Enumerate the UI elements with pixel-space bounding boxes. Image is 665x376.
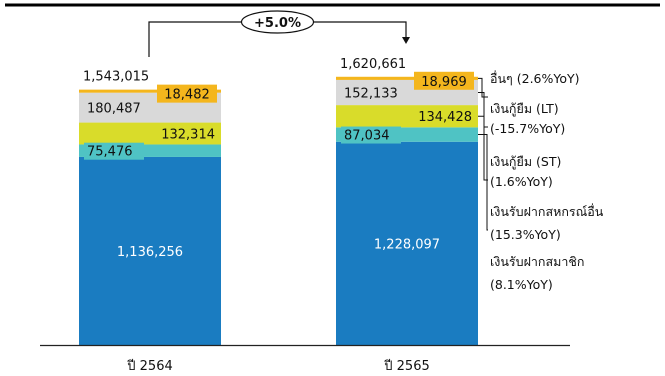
bar-segment xyxy=(336,76,478,80)
data-label: 18,482 xyxy=(164,88,210,103)
data-label: 87,034 xyxy=(344,129,390,144)
legend-entry: อื่นๆ (2.6%YoY) xyxy=(490,70,580,86)
legend-leader-line xyxy=(478,115,488,181)
growth-badge xyxy=(240,10,315,34)
x-tick-label: ปี 2564 xyxy=(126,358,172,374)
data-label: 1,228,097 xyxy=(374,237,440,252)
data-label-box xyxy=(341,126,401,144)
legend-leader-line xyxy=(478,134,488,231)
data-label: 132,314 xyxy=(161,128,215,143)
data-label: 75,476 xyxy=(87,145,133,160)
legend-entry: เงินกู้ยืม (LT) xyxy=(490,101,559,117)
legend-entry: เงินรับฝากสหกรณ์อื่น xyxy=(490,203,604,219)
x-tick-label: ปี 2565 xyxy=(383,358,429,374)
data-label-box xyxy=(157,84,217,103)
legend-entry: (-15.7%YoY) xyxy=(490,121,565,136)
data-label: 180,487 xyxy=(87,102,141,117)
bar-segment xyxy=(79,156,221,345)
legend-leader-line xyxy=(478,77,488,98)
data-label: 134,428 xyxy=(418,110,472,125)
legend-entry: เงินกู้ยืม (ST) xyxy=(490,154,561,170)
bar-segment xyxy=(79,122,221,145)
bar-segment xyxy=(79,89,221,93)
data-label: 18,969 xyxy=(421,75,467,90)
growth-label: +5.0% xyxy=(254,16,301,31)
data-label: 152,133 xyxy=(344,87,398,102)
bar-segment xyxy=(336,105,478,128)
legend-entry: (1.6%YoY) xyxy=(490,174,553,189)
legend-entry: เงินรับฝากสมาชิก xyxy=(490,254,584,269)
bar-segment xyxy=(336,141,478,345)
data-label-box xyxy=(414,71,474,90)
growth-arrowhead xyxy=(402,37,410,44)
total-label: 1,620,661 xyxy=(340,57,406,72)
data-label-box xyxy=(84,142,144,160)
data-label: 1,136,256 xyxy=(117,245,183,260)
legend-leader-line xyxy=(478,92,488,128)
legend-entry: (15.3%YoY) xyxy=(490,227,561,242)
total-label: 1,543,015 xyxy=(83,70,149,85)
legend-entry: (8.1%YoY) xyxy=(490,277,553,292)
